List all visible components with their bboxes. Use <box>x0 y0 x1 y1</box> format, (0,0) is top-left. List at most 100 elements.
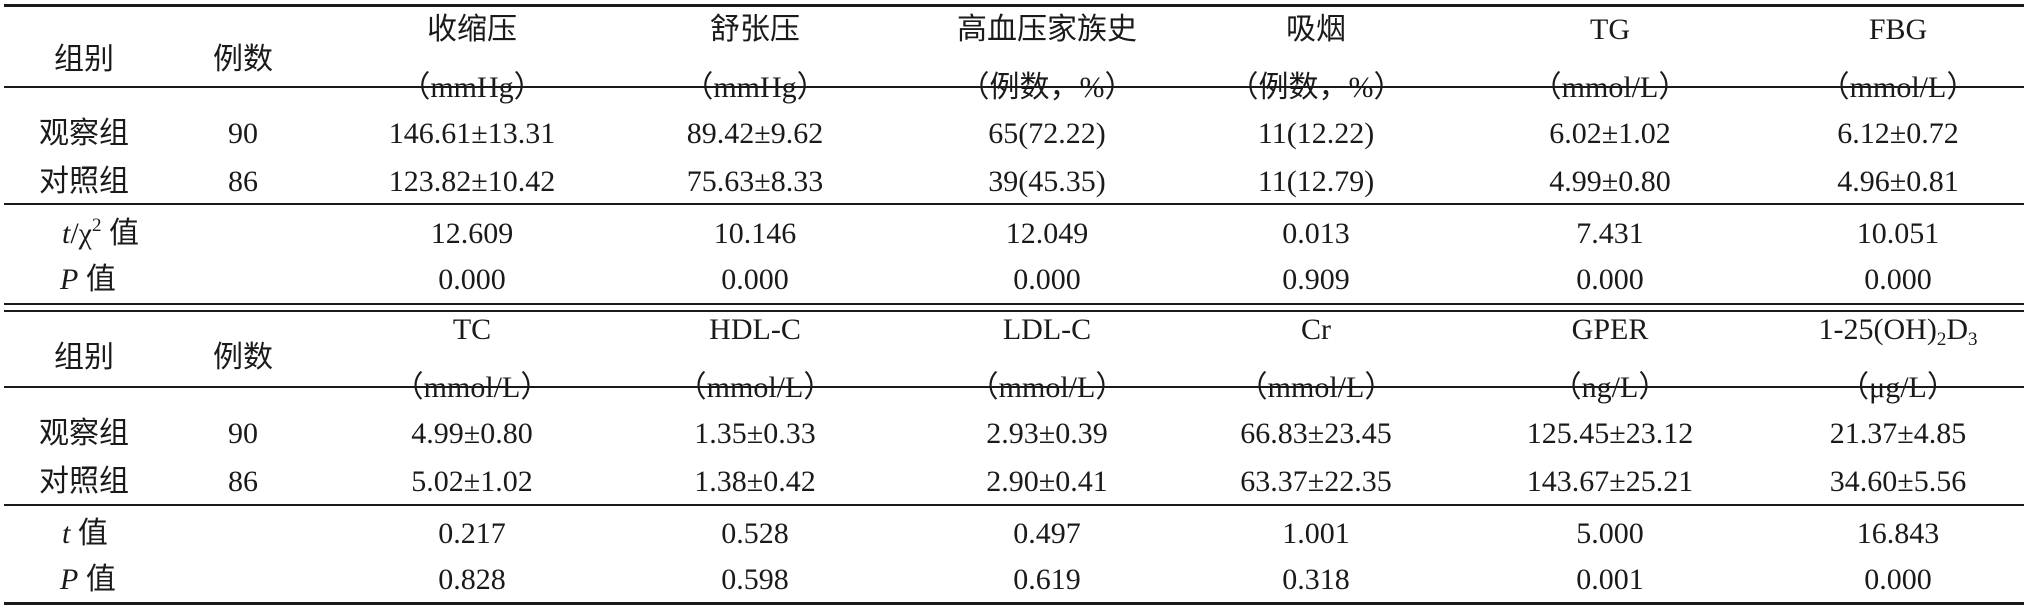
table-cell: 4.99±0.80 <box>411 417 533 450</box>
p-row-label: P 值 <box>60 262 116 298</box>
table-cell: 66.83±23.45 <box>1240 417 1392 450</box>
table-row-group: 观察组 <box>39 117 129 150</box>
col-header-unit: （mmol/L） <box>1531 71 1689 104</box>
table-row-cases: 86 <box>228 465 258 498</box>
cases-column-header: 例数 <box>213 43 273 76</box>
col-header-unit: （例数，%） <box>959 71 1135 104</box>
table-cell: 6.02±1.02 <box>1549 117 1671 150</box>
section-divider-rule-1 <box>4 303 2024 305</box>
table-cell: 2.90±0.41 <box>986 465 1108 498</box>
col-header-name: 1-25(OH)2D3 <box>1818 312 1978 350</box>
stat-row-label: t 值 <box>62 516 108 552</box>
p-value: 0.000 <box>721 263 789 296</box>
stat-label-suffix: 值 <box>101 217 139 250</box>
table-top-rule <box>4 4 2024 7</box>
table-cell: 1.38±0.42 <box>694 465 816 498</box>
table-cell: 125.45±23.12 <box>1526 417 1694 450</box>
header-bottom-rule <box>4 86 2024 88</box>
table-cell: 63.37±22.35 <box>1240 465 1392 498</box>
stat-value: 12.609 <box>430 217 514 250</box>
stat-value: 10.051 <box>1856 217 1940 250</box>
col-header-name: GPER <box>1571 313 1649 346</box>
p-value: 0.598 <box>721 563 789 596</box>
table-row-cases: 86 <box>228 165 258 198</box>
table-cell: 1.35±0.33 <box>694 417 816 450</box>
section-divider-rule-2 <box>4 310 2024 312</box>
col-header-unit: （mmHg） <box>400 71 544 104</box>
table-bottom-rule <box>4 602 2024 605</box>
p-label-suffix: 值 <box>78 563 116 596</box>
col-header-name: 舒张压 <box>710 13 800 46</box>
col-header-name: Cr <box>1301 313 1331 346</box>
table-cell: 65(72.22) <box>988 117 1106 150</box>
table-row-group: 对照组 <box>39 465 129 498</box>
vitamin-d-name-pre: 1-25(OH) <box>1818 313 1937 346</box>
stat-value: 7.431 <box>1576 217 1644 250</box>
stat-t-symbol: t <box>62 517 71 550</box>
p-label-suffix: 值 <box>78 263 116 296</box>
col-header-unit: （mmHg） <box>683 71 827 104</box>
table-cell: 34.60±5.56 <box>1829 465 1967 498</box>
p-value: 0.000 <box>1013 263 1081 296</box>
col-header-name: 收缩压 <box>427 13 517 46</box>
col-header-name: 吸烟 <box>1286 13 1346 46</box>
table-cell: 5.02±1.02 <box>411 465 533 498</box>
col-header-unit: （mmol/L） <box>393 371 551 404</box>
p-symbol: P <box>60 563 79 596</box>
table-row-cases: 90 <box>228 117 258 150</box>
table-cell: 11(12.22) <box>1257 117 1375 150</box>
p-symbol: P <box>60 263 79 296</box>
stat-row-label: t/χ2 值 <box>62 216 139 252</box>
vitamin-d-sub-1: 2 <box>1936 329 1947 350</box>
p-value: 0.909 <box>1282 263 1350 296</box>
table-cell: 123.82±10.42 <box>388 165 556 198</box>
col-header-name: TC <box>452 313 492 346</box>
col-header-name: LDL-C <box>1002 313 1092 346</box>
stat-chi-symbol: /χ <box>70 217 92 250</box>
stat-t-symbol: t <box>62 217 71 250</box>
p-value: 0.318 <box>1282 563 1350 596</box>
vitamin-d-name-mid: D <box>1946 313 1968 346</box>
p-value: 0.000 <box>1864 563 1932 596</box>
col-header-unit: （例数，%） <box>1228 71 1404 104</box>
table-cell: 39(45.35) <box>988 165 1106 198</box>
stat-value: 0.013 <box>1282 217 1350 250</box>
stat-value: 12.049 <box>1005 217 1089 250</box>
data-bottom-rule <box>4 203 2024 205</box>
stat-value: 0.217 <box>438 517 506 550</box>
table-cell: 21.37±4.85 <box>1829 417 1967 450</box>
cases-column-header: 例数 <box>213 341 273 374</box>
group-column-header: 组别 <box>54 43 114 76</box>
col-header-unit: （mmol/L） <box>968 371 1126 404</box>
col-header-unit: （mmol/L） <box>1819 71 1977 104</box>
col-header-name: 高血压家族史 <box>957 13 1137 46</box>
col-header-unit: （mmol/L） <box>1237 371 1395 404</box>
col-header-unit: （mmol/L） <box>676 371 834 404</box>
table-row-cases: 90 <box>228 417 258 450</box>
table-cell: 4.96±0.81 <box>1837 165 1959 198</box>
stat-value: 1.001 <box>1282 517 1350 550</box>
data2-bottom-rule <box>4 504 2024 506</box>
table-row-group: 对照组 <box>39 165 129 198</box>
p-value: 0.001 <box>1576 563 1644 596</box>
table-cell: 75.63±8.33 <box>686 165 824 198</box>
p-value: 0.000 <box>438 263 506 296</box>
p-row-label: P 值 <box>60 562 116 598</box>
stat-value: 0.528 <box>721 517 789 550</box>
table-cell: 89.42±9.62 <box>686 117 824 150</box>
p-value: 0.828 <box>438 563 506 596</box>
stat-value: 5.000 <box>1576 517 1644 550</box>
stat-value: 10.146 <box>713 217 797 250</box>
header2-bottom-rule <box>4 386 2024 388</box>
vitamin-d-sub-2: 3 <box>1967 329 1978 350</box>
p-value: 0.619 <box>1013 563 1081 596</box>
stat-value: 0.497 <box>1013 517 1081 550</box>
p-value: 0.000 <box>1576 263 1644 296</box>
stat-value: 16.843 <box>1856 517 1940 550</box>
table-cell: 6.12±0.72 <box>1837 117 1959 150</box>
p-value: 0.000 <box>1864 263 1932 296</box>
table-cell: 146.61±13.31 <box>388 117 556 150</box>
table-cell: 11(12.79) <box>1257 165 1375 198</box>
stat-chi-superscript: 2 <box>92 215 102 236</box>
col-header-unit: （μg/L） <box>1839 371 1957 404</box>
